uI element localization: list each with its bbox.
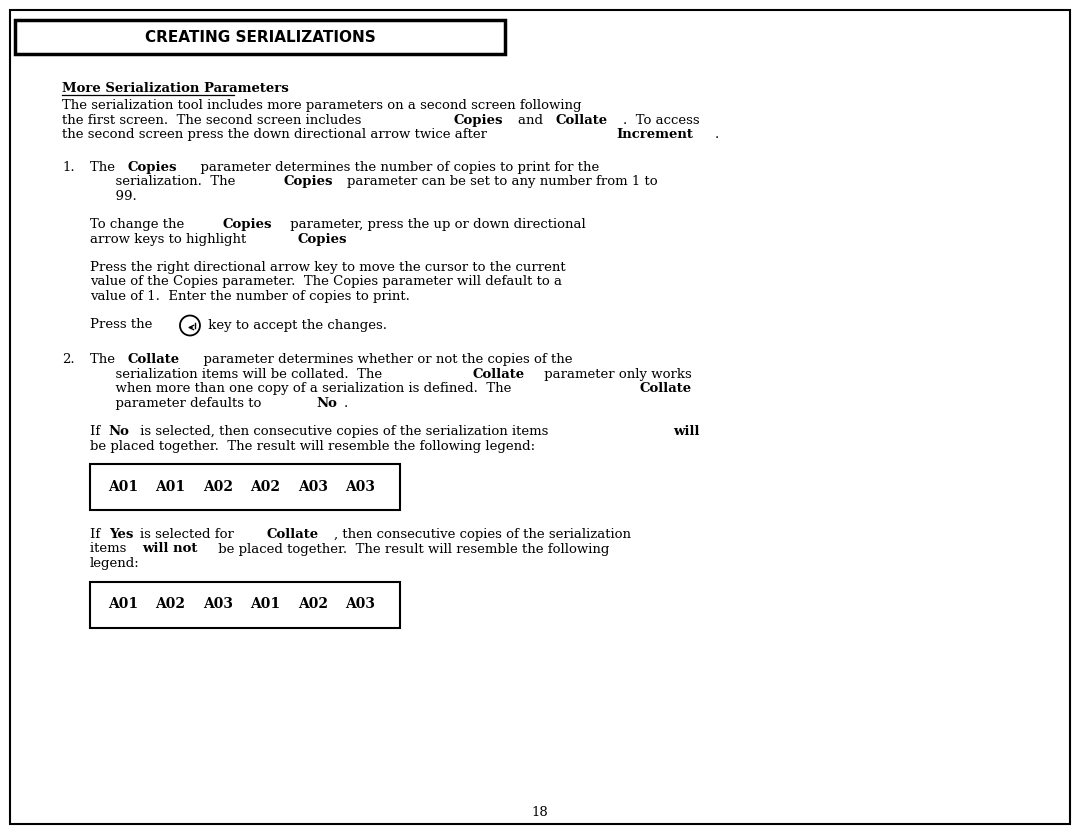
FancyBboxPatch shape (90, 581, 400, 627)
Text: be placed together.  The result will resemble the following: be placed together. The result will rese… (214, 542, 609, 555)
Text: The: The (90, 160, 119, 173)
Text: .: . (343, 396, 348, 409)
Text: key to accept the changes.: key to accept the changes. (204, 319, 387, 331)
Text: Copies: Copies (297, 233, 347, 245)
Text: 99.: 99. (90, 189, 137, 203)
Text: A03: A03 (346, 480, 376, 494)
Text: Press the right directional arrow key to move the cursor to the current: Press the right directional arrow key to… (90, 261, 566, 274)
Text: A03: A03 (346, 597, 376, 611)
Text: A03: A03 (203, 597, 233, 611)
Text: If: If (90, 528, 105, 541)
Text: A01: A01 (251, 597, 281, 611)
Text: when more than one copy of a serialization is defined.  The: when more than one copy of a serializati… (90, 382, 515, 395)
Text: be placed together.  The result will resemble the following legend:: be placed together. The result will rese… (90, 440, 535, 453)
Text: Yes: Yes (109, 528, 133, 541)
Text: value of 1.  Enter the number of copies to print.: value of 1. Enter the number of copies t… (90, 290, 410, 303)
Text: .  To access: . To access (623, 113, 699, 127)
Text: No: No (316, 396, 337, 409)
Text: Collate: Collate (267, 528, 319, 541)
Text: the first screen.  The second screen includes: the first screen. The second screen incl… (62, 113, 366, 127)
Text: Collate: Collate (127, 353, 180, 366)
Text: items: items (90, 542, 131, 555)
Text: A01: A01 (156, 480, 186, 494)
Text: More Serialization Parameters: More Serialization Parameters (62, 82, 288, 95)
Text: A01: A01 (108, 480, 138, 494)
Text: Collate: Collate (472, 368, 525, 380)
Text: parameter, press the up or down directional: parameter, press the up or down directio… (286, 218, 586, 231)
Text: parameter can be set to any number from 1 to: parameter can be set to any number from … (347, 175, 658, 188)
Text: Collate: Collate (555, 113, 608, 127)
Text: will: will (673, 425, 700, 438)
Text: Copies: Copies (222, 218, 272, 231)
Text: A03: A03 (298, 480, 328, 494)
Text: is selected, then consecutive copies of the serialization items: is selected, then consecutive copies of … (136, 425, 552, 438)
Text: Copies: Copies (127, 160, 177, 173)
Text: A02: A02 (251, 480, 281, 494)
Text: Copies: Copies (454, 113, 503, 127)
Text: A02: A02 (156, 597, 186, 611)
Text: Copies: Copies (283, 175, 333, 188)
Text: parameter defaults to: parameter defaults to (90, 396, 266, 409)
Text: , then consecutive copies of the serialization: , then consecutive copies of the seriali… (334, 528, 631, 541)
Text: CREATING SERIALIZATIONS: CREATING SERIALIZATIONS (145, 29, 376, 44)
Text: arrow keys to highlight: arrow keys to highlight (90, 233, 251, 245)
Text: will not: will not (143, 542, 198, 555)
Text: parameter determines the number of copies to print for the: parameter determines the number of copie… (191, 160, 599, 173)
Text: the second screen press the down directional arrow twice after: the second screen press the down directi… (62, 128, 491, 141)
Text: 1.: 1. (62, 160, 75, 173)
Text: No: No (109, 425, 130, 438)
Text: and: and (517, 113, 546, 127)
Text: .: . (715, 128, 719, 141)
Text: 2.: 2. (62, 353, 75, 366)
Text: A01: A01 (108, 597, 138, 611)
Text: Press the: Press the (90, 319, 157, 331)
Text: Collate: Collate (639, 382, 691, 395)
Text: value of the Copies parameter.  The Copies parameter will default to a: value of the Copies parameter. The Copie… (90, 275, 562, 289)
Text: serialization items will be collated.  The: serialization items will be collated. Th… (90, 368, 387, 380)
Text: parameter only works: parameter only works (540, 368, 691, 380)
Text: parameter determines whether or not the copies of the: parameter determines whether or not the … (195, 353, 572, 366)
Text: To change the: To change the (90, 218, 192, 231)
Text: A02: A02 (298, 597, 328, 611)
Text: The: The (90, 353, 119, 366)
Text: The serialization tool includes more parameters on a second screen following: The serialization tool includes more par… (62, 99, 581, 112)
FancyBboxPatch shape (15, 20, 505, 54)
Text: serialization.  The: serialization. The (90, 175, 240, 188)
FancyBboxPatch shape (10, 10, 1070, 824)
Text: If: If (90, 425, 105, 438)
FancyBboxPatch shape (90, 464, 400, 510)
Text: is selected for: is selected for (140, 528, 239, 541)
Text: legend:: legend: (90, 557, 139, 570)
Text: A02: A02 (203, 480, 233, 494)
Text: Increment: Increment (616, 128, 692, 141)
Text: 18: 18 (531, 806, 549, 818)
